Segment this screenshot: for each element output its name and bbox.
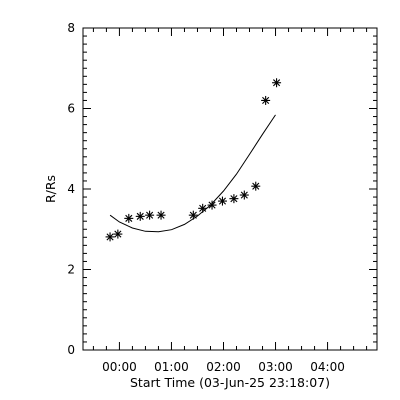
marker-stroke — [199, 204, 207, 212]
axis-ticks — [83, 28, 377, 350]
marker-stroke — [106, 233, 114, 241]
marker-stroke — [157, 211, 165, 219]
marker-stroke — [136, 212, 144, 220]
y-tick-label: 8 — [67, 21, 75, 35]
x-tick-label: 04:00 — [310, 360, 345, 374]
marker-stroke — [230, 195, 238, 203]
data-point — [198, 203, 208, 213]
y-tick-label: 0 — [67, 343, 75, 357]
x-tick-label: 00:00 — [102, 360, 137, 374]
data-point — [124, 213, 134, 223]
marker-stroke — [146, 211, 154, 219]
x-tick-label: 03:00 — [258, 360, 293, 374]
data-point — [251, 181, 261, 191]
marker-stroke — [189, 211, 197, 219]
data-point — [135, 211, 145, 221]
marker-stroke — [240, 191, 248, 199]
data-point — [207, 200, 217, 210]
marker-stroke — [114, 230, 122, 238]
marker-stroke — [218, 197, 227, 205]
x-tick-label: 02:00 — [206, 360, 241, 374]
data-point — [229, 194, 239, 204]
data-point — [217, 196, 227, 206]
plot-frame — [82, 27, 378, 351]
marker-stroke — [252, 182, 260, 190]
data-point — [113, 229, 123, 239]
data-point — [272, 78, 282, 88]
y-tick-labels: 0 2 4 6 8 — [67, 21, 75, 357]
data-points — [105, 78, 282, 242]
y-axis-label: R/Rs — [43, 175, 58, 203]
x-tick-label: 01:00 — [154, 360, 189, 374]
data-point — [156, 210, 166, 220]
marker-stroke — [208, 201, 216, 209]
marker-stroke — [125, 214, 133, 222]
data-point — [105, 232, 115, 242]
x-tick-labels: 00:00 01:00 02:00 03:00 04:00 — [102, 360, 345, 374]
data-point — [145, 210, 155, 220]
data-point — [239, 190, 249, 200]
marker-stroke — [262, 96, 270, 105]
data-point — [261, 95, 271, 105]
y-tick-label: 2 — [67, 263, 75, 277]
data-point — [188, 210, 198, 220]
y-tick-label: 6 — [67, 102, 75, 116]
x-axis-label: Start Time (03-Jun-25 23:18:07) — [130, 375, 330, 390]
y-tick-label: 4 — [67, 182, 75, 196]
marker-stroke — [273, 79, 281, 87]
fit-curve — [109, 114, 276, 233]
